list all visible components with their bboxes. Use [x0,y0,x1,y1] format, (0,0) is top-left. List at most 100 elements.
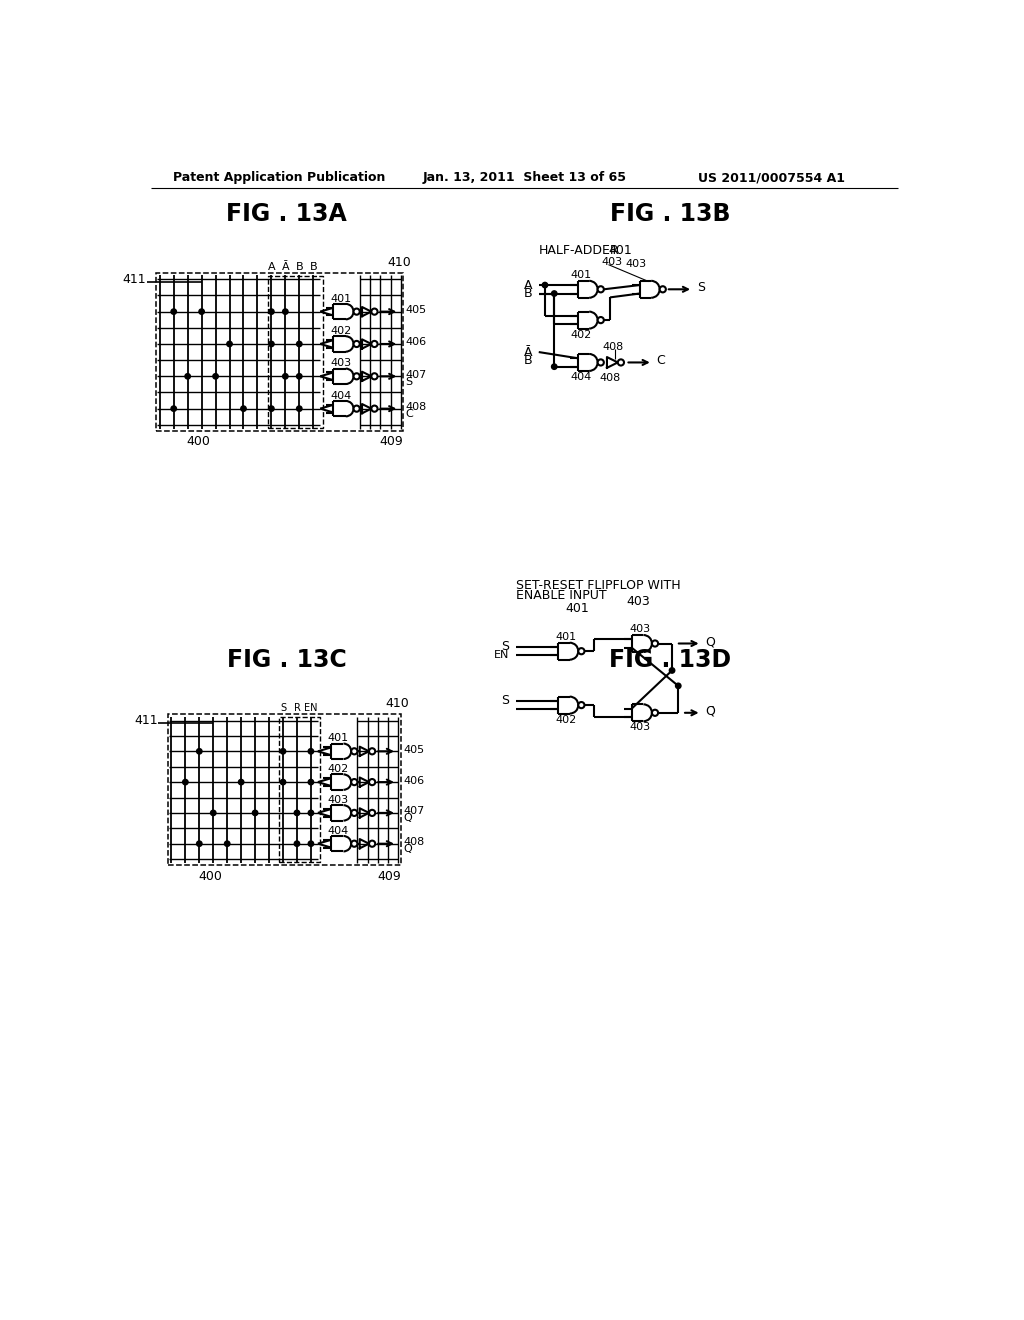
Circle shape [281,779,286,785]
Circle shape [171,407,176,412]
Circle shape [185,374,190,379]
Text: 405: 405 [406,305,427,315]
Circle shape [552,364,557,370]
Text: S: S [502,694,509,708]
Text: 402: 402 [570,330,592,339]
Text: 403: 403 [328,795,349,805]
Text: 403: 403 [602,257,623,268]
Circle shape [281,748,286,754]
Circle shape [579,648,585,655]
Text: EN: EN [494,651,509,660]
Circle shape [197,841,202,846]
Bar [280,718,321,862]
Text: SET-RESET FLIPFLOP WITH: SET-RESET FLIPFLOP WITH [515,579,680,593]
Circle shape [197,748,202,754]
Text: ENABLE INPUT: ENABLE INPUT [515,589,606,602]
Text: 402: 402 [330,326,351,335]
Text: 411: 411 [123,273,146,286]
Text: 403: 403 [630,722,650,733]
Circle shape [652,710,658,715]
Text: 403: 403 [625,259,646,269]
Circle shape [372,341,378,347]
Text: 408: 408 [403,837,424,847]
Text: 403: 403 [626,594,650,607]
Circle shape [543,282,548,288]
Circle shape [369,748,375,755]
Circle shape [308,841,313,846]
Circle shape [351,810,357,816]
Circle shape [617,359,624,366]
Circle shape [241,407,246,412]
Text: 407: 407 [406,370,427,380]
Text: 409: 409 [380,436,403,449]
Circle shape [268,342,274,347]
Text: US 2011/0007554 A1: US 2011/0007554 A1 [697,172,845,185]
Circle shape [297,342,302,347]
Text: EN: EN [304,704,317,713]
Text: S: S [406,376,413,387]
Text: Q̄: Q̄ [403,843,412,854]
Circle shape [353,405,359,412]
Circle shape [268,407,274,412]
Text: 406: 406 [403,776,424,785]
Text: 408: 408 [602,342,624,352]
Text: Q̄: Q̄ [706,705,715,718]
Circle shape [283,309,288,314]
Circle shape [369,779,375,785]
Text: B: B [524,286,532,300]
Circle shape [372,374,378,379]
Text: B: B [524,354,532,367]
Text: 410: 410 [385,697,409,710]
Circle shape [372,405,378,412]
Circle shape [598,317,604,323]
Text: FIG . 13B: FIG . 13B [610,202,731,226]
Circle shape [171,309,176,314]
Text: 408: 408 [406,403,427,412]
Circle shape [353,309,359,314]
Text: 408: 408 [599,372,621,383]
Circle shape [182,779,188,785]
Circle shape [268,309,274,314]
Text: 405: 405 [403,744,424,755]
Bar [156,273,403,430]
Text: 400: 400 [199,870,222,883]
Circle shape [283,374,288,379]
Text: 401: 401 [565,602,590,615]
Circle shape [226,342,232,347]
Circle shape [252,810,258,816]
Circle shape [308,779,313,785]
Text: 402: 402 [328,764,349,774]
Text: 401: 401 [608,244,632,257]
Circle shape [351,779,357,785]
Circle shape [351,748,357,755]
Circle shape [308,748,313,754]
Bar [267,276,323,428]
Text: 403: 403 [630,624,650,634]
Circle shape [369,810,375,816]
Text: R: R [294,704,300,713]
Text: 401: 401 [556,631,577,642]
Text: 411: 411 [134,714,158,727]
Text: B: B [296,261,303,272]
Circle shape [552,290,557,296]
Circle shape [294,810,300,816]
Text: 404: 404 [328,825,349,836]
Text: S: S [280,704,286,713]
Text: Q: Q [403,813,412,824]
Text: 409: 409 [377,870,401,883]
Circle shape [211,810,216,816]
Text: 410: 410 [388,256,412,269]
Text: C: C [406,409,414,418]
Circle shape [652,640,658,647]
Circle shape [199,309,205,314]
Circle shape [372,309,378,314]
Circle shape [598,359,604,366]
Text: FIG . 13A: FIG . 13A [226,202,347,226]
Circle shape [676,684,681,689]
Text: 402: 402 [556,714,577,725]
Text: 407: 407 [403,807,424,816]
Circle shape [353,341,359,347]
Circle shape [297,407,302,412]
Circle shape [239,779,244,785]
Bar [168,714,400,866]
